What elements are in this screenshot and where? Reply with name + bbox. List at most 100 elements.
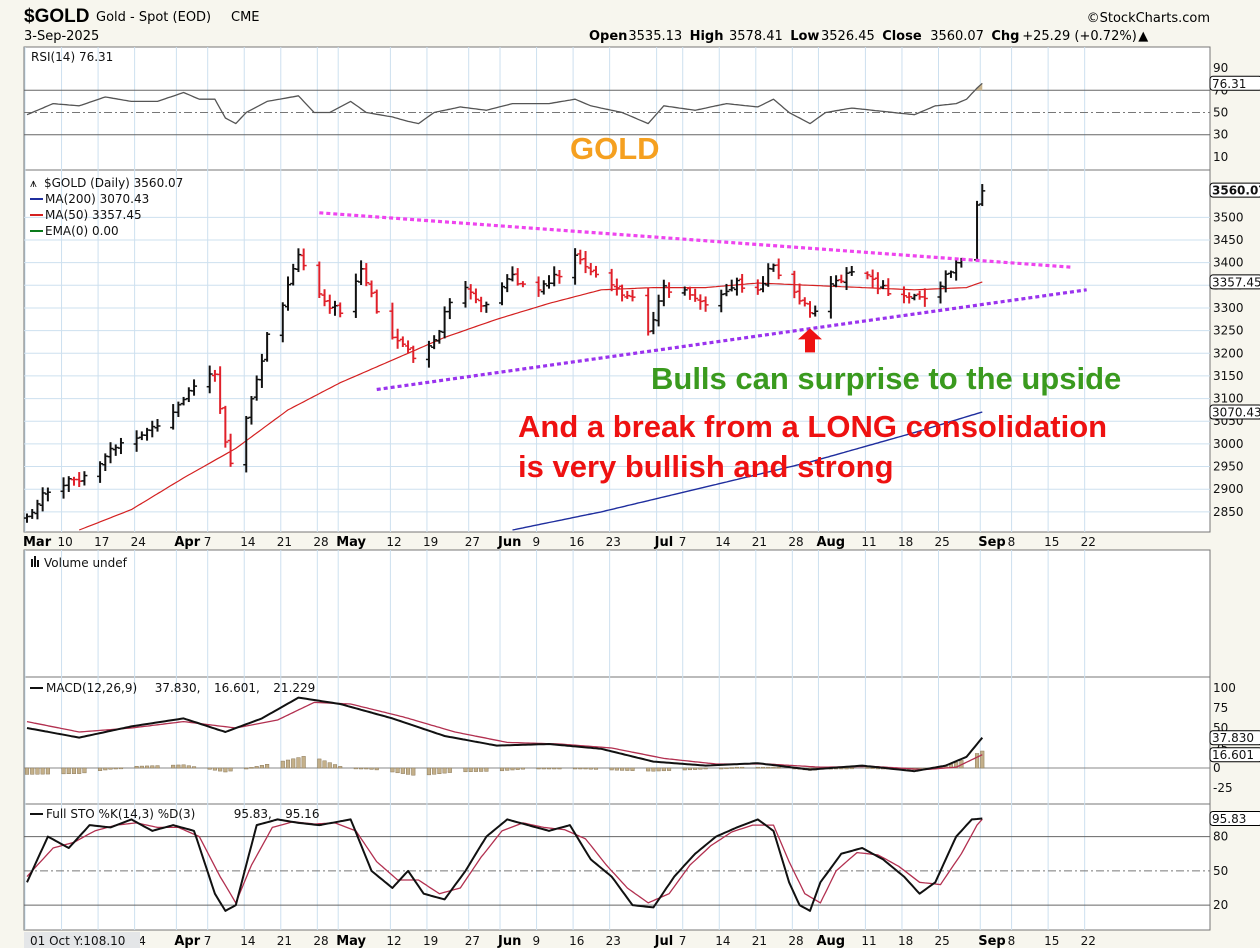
rsi-tick-50: 50 (1213, 106, 1228, 120)
x-label-price-28: 15 (1044, 535, 1059, 549)
ohlc-bar (592, 265, 599, 278)
macd-histogram-bar (760, 766, 766, 769)
header-name: Gold - Spot (EOD) (96, 10, 211, 25)
x-label-price-16: 23 (606, 535, 621, 549)
x-label-bottom-4: Apr (174, 934, 200, 948)
x-label-bottom-19: 14 (715, 934, 730, 948)
ohlc-bar (39, 487, 46, 512)
ohlc-bar (34, 499, 41, 520)
price-tick-3100: 3100 (1213, 392, 1244, 406)
up-arrow-marker (798, 328, 822, 353)
x-label-bottom-29: 22 (1081, 934, 1096, 948)
x-label-bottom-5: 7 (204, 934, 212, 948)
lower-trendline (376, 288, 1087, 392)
macd-histogram-bar (369, 767, 374, 770)
price-title-icon: ⩚ (30, 176, 37, 190)
stoch-k-line (26, 817, 983, 912)
x-label-price-26: Sep (978, 535, 1006, 550)
ohlc-bar (472, 288, 479, 304)
macd-tick-0: 0 (1213, 761, 1221, 775)
macd-panel-bg (23, 676, 1211, 805)
macd-tag-0: 37.830 (1212, 731, 1254, 745)
macd-histogram-bar (98, 767, 103, 771)
macd-histogram-bar (118, 767, 124, 770)
x-label-price-29: 22 (1081, 535, 1096, 549)
ohlc-bar (431, 335, 438, 350)
macd-histogram-bar (552, 767, 557, 770)
macd-histogram-bar (301, 756, 306, 769)
ohlc-bar (337, 302, 344, 318)
ohlc-bar (979, 184, 986, 207)
ohlc-bar (551, 266, 558, 287)
x-label-price-24: 18 (898, 535, 913, 549)
ohlc-bar (942, 270, 949, 293)
legend-label-2: EMA(0) 0.00 (45, 224, 119, 238)
macd-histogram-bar (317, 758, 322, 769)
macd-histogram-bar (651, 767, 656, 772)
rsi-line (26, 82, 983, 125)
ohlc-bar (791, 270, 798, 299)
stoch-value-1: 95.16 (285, 807, 319, 821)
ohlc-bar (864, 271, 871, 280)
rsi-tag-box (1209, 75, 1260, 91)
macd-histogram-bar (207, 767, 212, 770)
ohlc-value-open: 3535.13 (628, 29, 682, 44)
x-label-price-19: 14 (715, 535, 730, 549)
ohlc-bar (681, 286, 688, 296)
macd-histogram-bar (719, 767, 724, 770)
x-label-bottom-8: 28 (313, 934, 328, 948)
macd-histogram-bar (541, 767, 546, 770)
ohlc-bar (582, 250, 589, 274)
annotation-3: is very bullish and strong (518, 449, 894, 484)
macd-histogram-bar (620, 767, 625, 771)
macd-histogram-bar (980, 750, 985, 769)
macd-line (26, 696, 984, 773)
ohlc-bar (405, 340, 412, 354)
macd-histogram-bar (520, 767, 525, 770)
macd-histogram-bar (395, 767, 400, 774)
stoch-tag: 95.83 (1212, 812, 1246, 826)
macd-value-1: 16.601, (214, 681, 260, 695)
macd-tag-1-box (1209, 747, 1260, 763)
x-label-bottom-9: May (336, 934, 366, 948)
macd-histogram-bar (849, 767, 854, 770)
ohlc-bar (248, 396, 255, 425)
rsi-tick-10: 10 (1213, 150, 1228, 164)
macd-histogram-bar (614, 767, 619, 771)
x-label-bottom-6: 14 (240, 934, 255, 948)
x-label-price-17: Jul (654, 535, 674, 550)
stoch-tick-50: 50 (1213, 864, 1228, 878)
ohlc-bar (227, 433, 234, 467)
ohlc-bar (394, 328, 401, 349)
macd-histogram-bar (588, 767, 593, 770)
x-label-price-8: 28 (313, 535, 328, 549)
ohlc-bar (222, 405, 229, 448)
x-label-bottom-16: 23 (606, 934, 621, 948)
macd-histogram-bar (426, 767, 431, 776)
macd-histogram-bar (66, 767, 71, 775)
macd-histogram-bar (630, 767, 635, 771)
ohlc-bar (316, 261, 323, 299)
macd-histogram-bar (186, 765, 191, 769)
macd-histogram-bar (265, 764, 270, 769)
macd-histogram-bar (30, 767, 35, 775)
macd-histogram-bar (505, 767, 510, 771)
ohlc-bar (807, 301, 813, 318)
macd-histogram-bar (259, 765, 264, 769)
ohlc-bar (885, 278, 892, 296)
annotation-0: GOLD (570, 131, 660, 166)
macd-histogram-bar (191, 766, 197, 769)
price-tick-3300: 3300 (1213, 301, 1244, 315)
x-label-price-10: 12 (386, 535, 401, 549)
annotation-1: Bulls can surprise to the upside (651, 361, 1121, 396)
grid-lines (24, 47, 1086, 930)
macd-histogram-bar (437, 767, 442, 774)
macd-histogram-bar (223, 767, 228, 773)
annotation-2: And a break from a LONG consolidation (518, 409, 1107, 444)
ohlc-bar (702, 296, 709, 312)
ohlc-up-arrow: ▲ (1138, 29, 1148, 44)
price-tick-2950: 2950 (1213, 460, 1244, 474)
ohlc-bar (425, 340, 432, 368)
